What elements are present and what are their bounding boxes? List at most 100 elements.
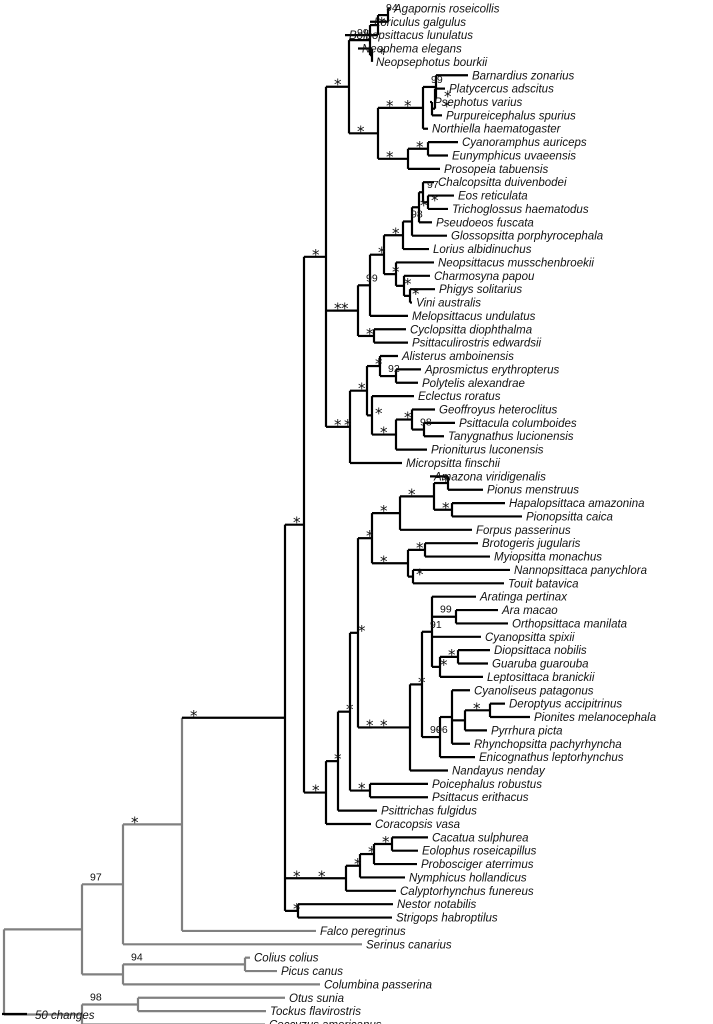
support-star: * <box>366 325 374 343</box>
support-star: * <box>318 867 326 885</box>
taxon-label: Falco peregrinus <box>320 926 406 938</box>
support-star: * <box>448 646 456 664</box>
taxon-label: Charmosyna papou <box>434 271 535 283</box>
taxon-label: Cacatua sulphurea <box>432 832 529 844</box>
support-star: * <box>380 716 388 734</box>
taxon-label: Nandayus nenday <box>452 765 546 777</box>
support-value: 91 <box>430 619 442 631</box>
support-star: * <box>312 782 320 800</box>
taxon-label: Coracopsis vasa <box>375 819 460 831</box>
support-star: * <box>131 813 139 831</box>
support-star: * <box>380 424 388 442</box>
support-star: * <box>346 701 354 719</box>
taxon-label: Psittacula columboides <box>459 418 577 430</box>
support-values: 97*****99*94*** *99***** *99**98*97****** *… <box>90 2 481 1003</box>
taxon-label: Micropsitta finschii <box>406 458 500 470</box>
taxon-label: Aratinga pertinax <box>479 592 568 604</box>
support-star: * <box>344 416 352 434</box>
taxon-label: Leptosittaca branickii <box>487 672 595 684</box>
taxon-label: Nannopsittaca panychlora <box>514 565 647 577</box>
taxon-label: Nestor notabilis <box>397 899 477 911</box>
support-star: * <box>380 502 388 520</box>
support-star: * <box>341 300 349 318</box>
taxon-label: Chalcopsitta duivenbodei <box>438 177 567 189</box>
support-star: * <box>442 499 450 517</box>
support-star: * <box>375 404 383 422</box>
support-star: * <box>444 88 452 106</box>
taxon-label: Lorius albidinuchus <box>433 244 532 256</box>
support-star: * <box>404 409 412 427</box>
support-value: 98 <box>90 991 102 1003</box>
support-star: * <box>354 855 362 873</box>
support-star: * <box>386 148 394 166</box>
support-star: * <box>334 750 342 768</box>
support-star: * <box>412 285 420 303</box>
taxon-label: Loriculus galgulus <box>374 17 466 29</box>
support-star: * <box>440 656 448 674</box>
support-value: 97 <box>90 871 102 883</box>
taxon-label: Guaruba guarouba <box>492 659 589 671</box>
taxon-label: Brotogeris jugularis <box>482 538 581 550</box>
taxon-label: Touit batavica <box>508 578 579 590</box>
taxon-label: Eolophus roseicapillus <box>422 846 537 858</box>
support-star: * <box>366 527 374 545</box>
taxon-label: Hapalopsittaca amazonina <box>509 498 645 510</box>
scale-bar: 50 changes <box>2 1010 95 1022</box>
support-star: * <box>404 275 412 293</box>
support-star: * <box>431 191 439 209</box>
support-star: * <box>416 138 424 156</box>
support-star: * <box>190 707 198 725</box>
outgroup-branches <box>2 717 362 1024</box>
taxon-label: Probosciger aterrimus <box>421 859 534 871</box>
taxon-label: Pionites melanocephala <box>534 712 656 724</box>
taxon-label: Pseudoeos fuscata <box>436 217 534 229</box>
taxon-label: Prosopeia tabuensis <box>444 164 548 176</box>
taxon-label: Northiella haematogaster <box>432 124 562 136</box>
support-star: * <box>358 622 366 640</box>
taxon-label: Cyanoramphus auriceps <box>462 137 587 149</box>
support-star: * <box>416 566 424 584</box>
support-value: 99 <box>357 27 369 39</box>
support-star: * <box>334 416 342 434</box>
support-star: * <box>293 514 301 532</box>
support-star: * <box>443 98 451 116</box>
taxon-label: Colius colius <box>254 953 319 965</box>
taxon-label: Prioniturus luconensis <box>431 445 544 457</box>
taxon-label: Pyrrhura picta <box>491 725 563 737</box>
support-star: * <box>358 780 366 798</box>
taxon-label: Pionus menstruus <box>487 485 579 497</box>
support-value: 98 <box>411 208 423 220</box>
support-star: * <box>420 196 428 214</box>
support-star: * <box>358 380 366 398</box>
support-star: * <box>386 97 394 115</box>
taxon-label: Agapornis roseicollis <box>393 3 500 15</box>
support-star: * <box>408 485 416 503</box>
taxon-label: Neophema elegans <box>362 44 462 56</box>
taxon-label: Calyptorhynchus funereus <box>400 886 534 898</box>
taxon-label: Neopsephotus bourkii <box>376 57 488 69</box>
support-star: * <box>378 44 386 62</box>
support-star: * <box>334 76 342 94</box>
taxon-label: Trichoglossus haematodus <box>452 204 589 216</box>
taxon-label: Nymphicus hollandicus <box>409 872 527 884</box>
taxon-label: Psittacus erithacus <box>432 792 529 804</box>
support-value: 90 <box>430 724 442 736</box>
parrot-branches <box>182 7 530 919</box>
taxon-label: Pionopsitta caica <box>526 511 613 523</box>
support-value: 92 <box>388 363 400 375</box>
taxon-label: Enicognathus leptorhynchus <box>479 752 624 764</box>
taxon-label: Diopsittaca nobilis <box>494 645 587 657</box>
taxon-label: Phigys solitarius <box>439 284 522 296</box>
support-star: * <box>442 472 450 490</box>
support-star: * <box>382 833 390 851</box>
support-value: 94 <box>131 951 143 963</box>
taxon-label: Bolbopsittacus lunulatus <box>349 30 473 42</box>
taxon-label: Cyclopsitta diophthalma <box>410 324 532 336</box>
taxon-label: Purpureicephalus spurius <box>446 110 576 122</box>
support-star: * <box>293 900 301 918</box>
taxon-label: Orthopsittaca manilata <box>512 618 627 630</box>
taxon-label: Strigops habroptilus <box>396 913 498 925</box>
support-star: * <box>375 355 383 373</box>
